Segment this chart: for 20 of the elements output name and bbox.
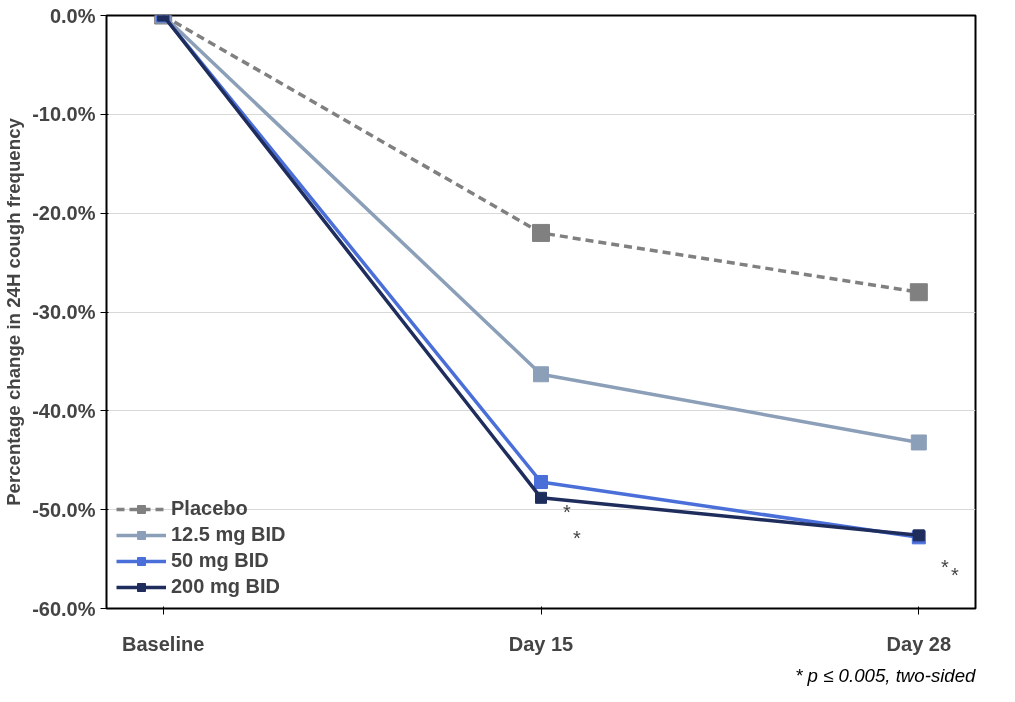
y-tick-label: -40.0% — [32, 399, 96, 422]
x-tick-label: Day 15 — [508, 632, 574, 655]
legend-label: Placebo — [171, 497, 248, 520]
y-tick-label: -30.0% — [32, 301, 96, 323]
x-tick-label: Day 28 — [886, 632, 952, 655]
x-tick-label: Baseline — [122, 632, 205, 655]
y-tick-label: -60.0% — [32, 597, 96, 620]
y-tick-label: -20.0% — [32, 202, 96, 225]
text: * p ≤ 0.005, two-sided — [795, 664, 977, 686]
legend-label: 50 mg BID — [171, 549, 269, 572]
legend-label: 200 mg BID — [171, 575, 280, 598]
y-tick-label: -50.0% — [32, 498, 96, 521]
legend-label: 12.5 mg BID — [171, 523, 286, 546]
annotation: * — [940, 556, 949, 579]
annotation: * — [950, 564, 959, 587]
annotation: * — [573, 526, 582, 549]
y-tick-label: -10.0% — [32, 103, 96, 126]
y-axis-title: Percentage change in 24H cough frequency — [3, 117, 25, 506]
y-tick-label: 0.0% — [49, 4, 96, 27]
annotation: * — [563, 500, 572, 523]
